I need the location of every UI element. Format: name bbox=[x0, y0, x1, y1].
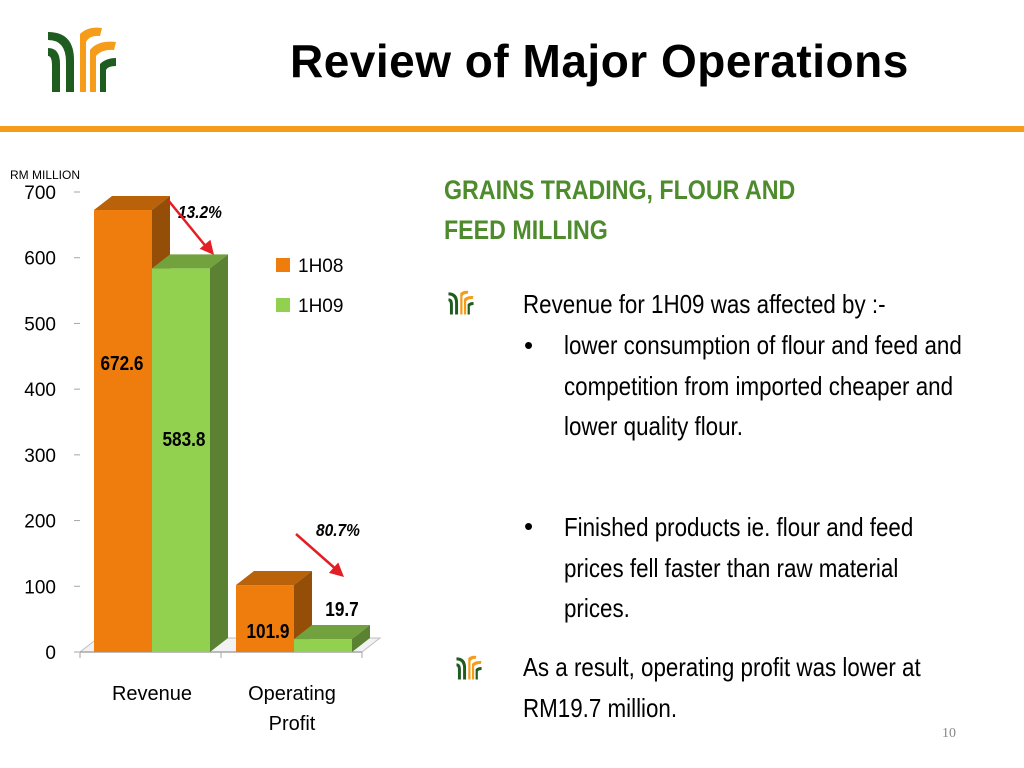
bar-1h09-revenue bbox=[152, 254, 228, 653]
data-label: 672.6 bbox=[100, 352, 143, 375]
y-axis-label: RM MILLION bbox=[10, 168, 80, 182]
bar-front bbox=[152, 268, 210, 652]
y-tick-label: 400 bbox=[24, 380, 56, 401]
legend-label: 1H09 bbox=[298, 296, 343, 317]
bar-chart: RM MILLION 0 100 200 300 400 500 600 700 672.6 583… bbox=[10, 168, 382, 735]
y-tick-label: 700 bbox=[24, 183, 56, 204]
title-divider bbox=[0, 126, 1024, 132]
arrow-head-icon bbox=[328, 562, 344, 577]
bar-front bbox=[294, 639, 352, 652]
x-tick-label: Operating bbox=[248, 683, 336, 705]
decline-arrow-icon bbox=[295, 533, 339, 572]
change-annotation: 80.7% bbox=[316, 520, 360, 540]
y-tick-label: 600 bbox=[24, 249, 56, 270]
data-label: 583.8 bbox=[162, 428, 205, 451]
legend-swatch bbox=[276, 298, 290, 312]
legend-swatch bbox=[276, 258, 290, 272]
sub-bullet-marker: • bbox=[524, 511, 534, 541]
bar-top bbox=[152, 254, 228, 269]
bar-front bbox=[236, 585, 294, 652]
bar-side bbox=[210, 254, 228, 653]
data-label: 19.7 bbox=[325, 598, 358, 621]
sub-bullet-text: Finished products ie. flour and feed pri… bbox=[564, 512, 914, 623]
slide-title: Review of Major Operations bbox=[290, 35, 909, 87]
section-heading: GRAINS TRADING, FLOUR AND FEED MILLING bbox=[444, 175, 796, 245]
legend-label: 1H08 bbox=[298, 256, 343, 277]
bar-side bbox=[352, 625, 370, 652]
sub-bullet-text: lower consumption of flour and feed and … bbox=[564, 330, 962, 441]
bar-1h09-operating-profit bbox=[294, 625, 370, 652]
arrow-head-icon bbox=[199, 239, 214, 255]
bar-top bbox=[294, 625, 370, 640]
bullet-text: Revenue for 1H09 was affected by :- bbox=[523, 289, 886, 319]
y-tick-label: 100 bbox=[24, 577, 56, 598]
bullet-logo-icon bbox=[448, 290, 474, 315]
bar-top bbox=[236, 571, 312, 586]
bar-top bbox=[94, 196, 170, 211]
bullet-logo-icon bbox=[456, 655, 482, 680]
bullet-text: As a result, operating profit was lower … bbox=[523, 652, 921, 723]
y-tick-label: 0 bbox=[45, 643, 56, 664]
x-tick-label: Profit bbox=[269, 713, 316, 735]
y-tick-label: 200 bbox=[24, 512, 56, 533]
company-logo-icon bbox=[48, 27, 116, 93]
data-label: 101.9 bbox=[246, 620, 289, 643]
x-tick-label: Revenue bbox=[112, 683, 192, 705]
decline-arrow-icon bbox=[167, 199, 209, 250]
change-annotation: 13.2% bbox=[178, 202, 222, 222]
page-number: 10 bbox=[942, 726, 956, 741]
bar-front bbox=[94, 210, 152, 652]
y-tick-label: 500 bbox=[24, 314, 56, 335]
y-tick-label: 300 bbox=[24, 446, 56, 467]
sub-bullet-marker: • bbox=[524, 330, 534, 360]
